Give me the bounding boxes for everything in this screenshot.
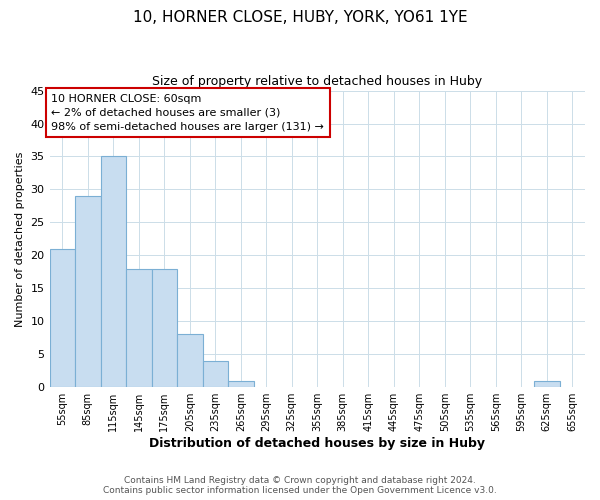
Y-axis label: Number of detached properties: Number of detached properties — [15, 151, 25, 326]
Bar — [50, 249, 75, 387]
Bar — [126, 268, 152, 387]
Bar — [203, 361, 228, 387]
Text: 10 HORNER CLOSE: 60sqm
← 2% of detached houses are smaller (3)
98% of semi-detac: 10 HORNER CLOSE: 60sqm ← 2% of detached … — [51, 94, 324, 132]
Bar — [152, 268, 177, 387]
X-axis label: Distribution of detached houses by size in Huby: Distribution of detached houses by size … — [149, 437, 485, 450]
Text: Contains HM Land Registry data © Crown copyright and database right 2024.
Contai: Contains HM Land Registry data © Crown c… — [103, 476, 497, 495]
Bar — [534, 380, 560, 387]
Text: 10, HORNER CLOSE, HUBY, YORK, YO61 1YE: 10, HORNER CLOSE, HUBY, YORK, YO61 1YE — [133, 10, 467, 25]
Bar — [75, 196, 101, 387]
Bar — [228, 380, 254, 387]
Bar — [177, 334, 203, 387]
Title: Size of property relative to detached houses in Huby: Size of property relative to detached ho… — [152, 75, 482, 88]
Bar — [101, 156, 126, 387]
